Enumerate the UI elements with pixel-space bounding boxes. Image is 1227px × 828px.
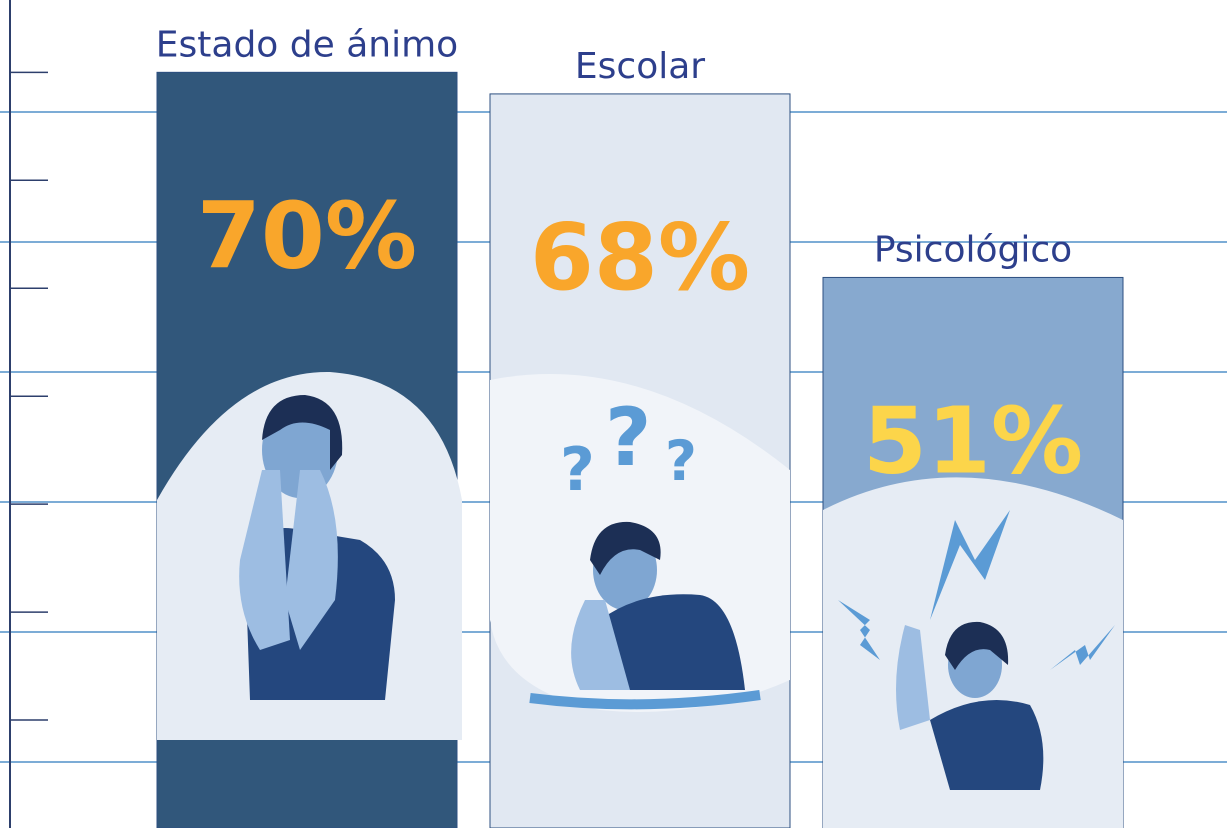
category-label: Estado de ánimo <box>156 24 458 65</box>
value-label: 68% <box>530 204 750 311</box>
illustrations: ? ? ? <box>157 371 1123 828</box>
svg-text:?: ? <box>560 435 595 505</box>
svg-text:?: ? <box>605 391 651 484</box>
svg-text:?: ? <box>665 429 697 493</box>
category-label: Escolar <box>575 46 705 87</box>
labels: Estado de ánimo 70% Escolar 68% Psicológico 5… <box>156 24 1083 494</box>
value-label: 70% <box>197 182 417 289</box>
value-label: 51% <box>863 387 1083 494</box>
category-label: Psicológico <box>874 229 1072 270</box>
